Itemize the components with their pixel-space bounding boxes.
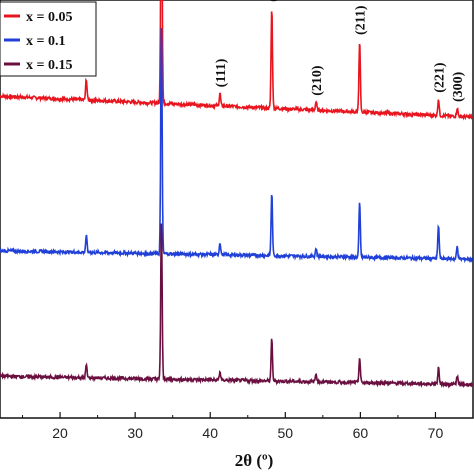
- series-line-3: [0, 223, 474, 389]
- peak-label: (221): [432, 62, 447, 93]
- peak-label: (111): [214, 58, 229, 87]
- legend: x = 0.05 x = 0.1 x = 0.15: [0, 1, 97, 77]
- x-tick-label: 70: [428, 425, 444, 441]
- x-tick-label: 50: [278, 425, 294, 441]
- legend-entry: x = 0.15: [26, 58, 72, 73]
- plot-frame: [0, 0, 474, 419]
- series-layer: [0, 0, 474, 389]
- legend-entry: x = 0.05: [26, 10, 72, 25]
- peak-label: (300): [451, 71, 466, 102]
- peak-label: (210): [310, 65, 325, 96]
- x-tick-label: 60: [353, 425, 369, 441]
- legend-entry: x = 0.1: [26, 34, 65, 49]
- peak-label: (211): [354, 5, 369, 35]
- series-line-1: [0, 0, 474, 121]
- series-line-2: [0, 27, 473, 264]
- legend-items: x = 0.05 x = 0.1 x = 0.15: [4, 10, 72, 73]
- x-axis-label: 2θ (º): [235, 451, 274, 470]
- x-tick-label: 40: [202, 425, 218, 441]
- x-axis-ticks: 20 30 40 50 60 70: [22, 412, 474, 441]
- x-tick-label: 20: [52, 425, 68, 441]
- peak-label: (200): [266, 0, 281, 2]
- x-tick-label: 30: [127, 425, 143, 441]
